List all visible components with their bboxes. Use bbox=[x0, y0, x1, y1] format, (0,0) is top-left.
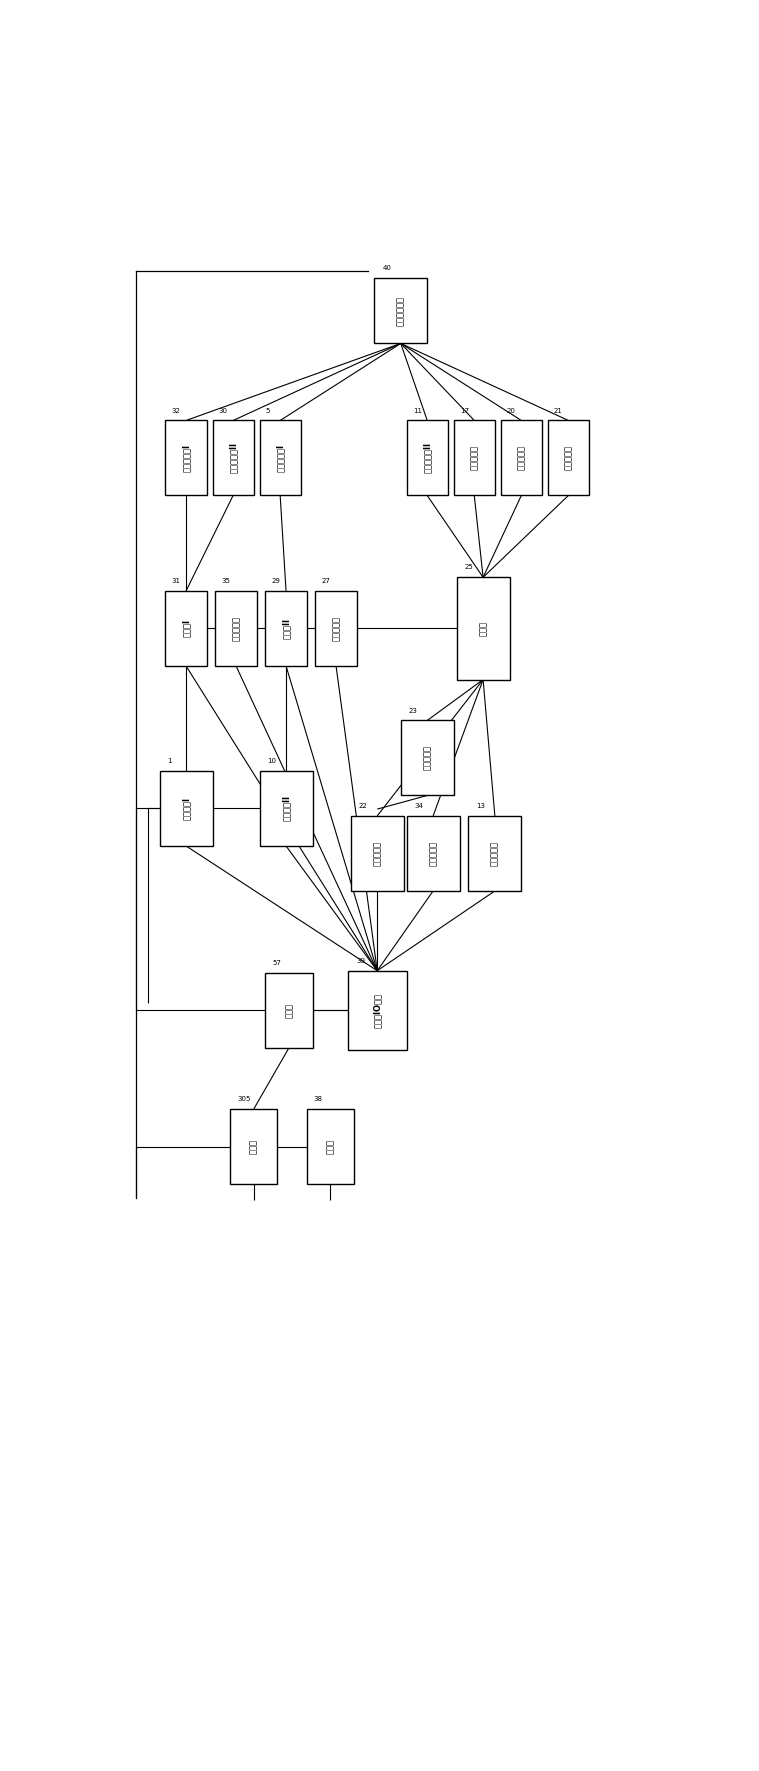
Text: 弹力限位器: 弹力限位器 bbox=[373, 841, 382, 866]
Text: 压力传感器I: 压力传感器I bbox=[276, 445, 285, 473]
FancyBboxPatch shape bbox=[407, 420, 448, 496]
FancyBboxPatch shape bbox=[165, 420, 206, 496]
Text: 20: 20 bbox=[507, 407, 516, 414]
FancyBboxPatch shape bbox=[266, 592, 307, 666]
Text: 水平传感器: 水平传感器 bbox=[564, 446, 573, 471]
FancyBboxPatch shape bbox=[351, 816, 404, 891]
FancyBboxPatch shape bbox=[316, 592, 357, 666]
Text: 40: 40 bbox=[383, 266, 391, 271]
Text: 流量传感器: 流量传感器 bbox=[517, 446, 526, 471]
Text: 10: 10 bbox=[267, 758, 276, 763]
Text: 空气电磁阀: 空气电磁阀 bbox=[429, 841, 438, 866]
FancyBboxPatch shape bbox=[374, 278, 427, 344]
Text: 光电传感器II: 光电传感器II bbox=[228, 443, 238, 473]
Text: 被检流量计: 被检流量计 bbox=[231, 616, 241, 641]
Text: 数据采集单元: 数据采集单元 bbox=[396, 296, 405, 326]
Text: 27: 27 bbox=[322, 577, 330, 584]
Text: 储液箱I: 储液箱I bbox=[181, 620, 191, 638]
Text: 13: 13 bbox=[477, 802, 485, 809]
Text: 22: 22 bbox=[359, 802, 367, 809]
Text: 同步电机I: 同步电机I bbox=[181, 797, 191, 820]
Text: 5: 5 bbox=[266, 407, 270, 414]
FancyBboxPatch shape bbox=[401, 721, 454, 795]
FancyBboxPatch shape bbox=[307, 1109, 354, 1185]
Text: 25: 25 bbox=[465, 565, 474, 570]
Text: 打印机: 打印机 bbox=[326, 1139, 335, 1155]
FancyBboxPatch shape bbox=[348, 971, 407, 1050]
Text: 39: 39 bbox=[357, 958, 366, 963]
FancyBboxPatch shape bbox=[266, 972, 313, 1048]
Text: 储液箱II: 储液箱II bbox=[282, 618, 291, 639]
Text: 35: 35 bbox=[222, 577, 231, 584]
FancyBboxPatch shape bbox=[230, 1109, 277, 1185]
FancyBboxPatch shape bbox=[159, 770, 213, 847]
FancyBboxPatch shape bbox=[468, 816, 521, 891]
Text: 29: 29 bbox=[272, 577, 281, 584]
Text: 可调速电机: 可调速电机 bbox=[423, 746, 432, 770]
FancyBboxPatch shape bbox=[216, 592, 257, 666]
Text: 空气压缩机: 空气压缩机 bbox=[490, 841, 499, 866]
Text: 305: 305 bbox=[238, 1096, 250, 1102]
Text: 串口卡: 串口卡 bbox=[285, 1002, 294, 1018]
Text: 光电传感器I: 光电传感器I bbox=[181, 445, 191, 473]
Text: 21: 21 bbox=[554, 407, 563, 414]
FancyBboxPatch shape bbox=[260, 770, 313, 847]
Text: 23: 23 bbox=[408, 708, 417, 714]
Text: 32: 32 bbox=[172, 407, 181, 414]
Text: 17: 17 bbox=[460, 407, 469, 414]
Text: 同步电机II: 同步电机II bbox=[282, 795, 291, 822]
Text: 11: 11 bbox=[413, 407, 422, 414]
FancyBboxPatch shape bbox=[213, 420, 254, 496]
Text: 57: 57 bbox=[272, 960, 282, 965]
Text: 压力传感器II: 压力传感器II bbox=[423, 443, 432, 473]
Text: 1: 1 bbox=[168, 758, 172, 763]
FancyBboxPatch shape bbox=[501, 420, 542, 496]
FancyBboxPatch shape bbox=[260, 420, 301, 496]
FancyBboxPatch shape bbox=[548, 420, 589, 496]
Text: 38: 38 bbox=[313, 1096, 323, 1102]
FancyBboxPatch shape bbox=[454, 420, 495, 496]
Text: 转换电路图: 转换电路图 bbox=[332, 616, 341, 641]
Text: 分布式IO模块: 分布式IO模块 bbox=[373, 994, 382, 1027]
Text: 34: 34 bbox=[414, 802, 424, 809]
FancyBboxPatch shape bbox=[407, 816, 459, 891]
Text: 31: 31 bbox=[172, 577, 181, 584]
FancyBboxPatch shape bbox=[457, 577, 509, 680]
FancyBboxPatch shape bbox=[165, 592, 206, 666]
Text: 拉力传感器: 拉力传感器 bbox=[470, 446, 479, 471]
Text: 控制器: 控制器 bbox=[479, 622, 487, 636]
Text: 计算机: 计算机 bbox=[249, 1139, 258, 1155]
Text: 30: 30 bbox=[219, 407, 228, 414]
